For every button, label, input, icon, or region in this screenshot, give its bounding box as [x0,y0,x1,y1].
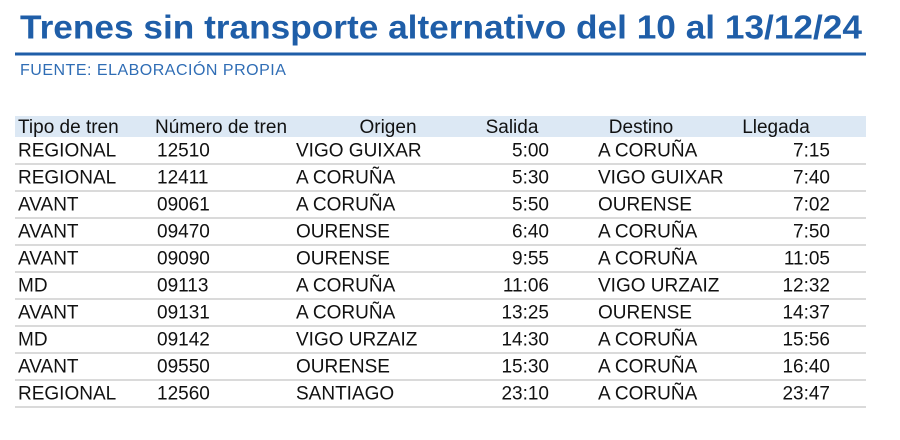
table-cell: 09090 [157,249,210,270]
table-cell: 14:30 [501,330,549,351]
table-cell: AVANT [18,249,79,270]
table-cell: 14:37 [782,303,830,324]
table-cell: OURENSE [296,357,390,378]
table-cell: AVANT [18,303,79,324]
table-cell: REGIONAL [18,168,116,189]
column-header: Llegada [742,117,810,138]
table-cell: 23:47 [782,384,830,405]
table-cell: 09131 [157,303,210,324]
table-cell: A CORUÑA [598,248,698,270]
table-cell: MD [18,330,48,351]
table-cell: 7:50 [793,222,830,243]
table-cell: 12510 [157,141,210,162]
table-cell: A CORUÑA [296,194,396,216]
table-cell: 12:32 [782,276,830,297]
table-cell: A CORUÑA [296,302,396,324]
header-band [15,116,866,137]
table-cell: AVANT [18,195,79,216]
table-cell: VIGO GUIXAR [598,168,724,189]
table-cell: AVANT [18,357,79,378]
table-cell: 23:10 [501,384,549,405]
table-cell: 12411 [157,168,208,189]
table-cell: A CORUÑA [598,356,698,378]
table-cell: A CORUÑA [598,329,698,351]
table-cell: 5:00 [512,141,549,162]
table-cell: 5:30 [512,168,549,189]
table-cell: 5:50 [512,195,549,216]
column-header: Origen [359,117,416,138]
table-cell: OURENSE [296,222,390,243]
table-cell: A CORUÑA [598,221,698,243]
table-cell: 7:15 [793,141,830,162]
table-cell: 13:25 [501,303,549,324]
table-cell: A CORUÑA [296,167,396,189]
table-cell: 09142 [157,330,210,351]
table-cell: 7:40 [793,168,830,189]
table-cell: REGIONAL [18,141,116,162]
title: Trenes sin transporte alternativo del 10… [20,9,863,46]
column-header: Número de tren [155,117,287,138]
table-cell: MD [18,276,48,297]
table-cell: REGIONAL [18,384,116,405]
table-cell: VIGO URZAIZ [598,276,720,297]
column-header: Destino [609,117,673,138]
table-cell: 11:05 [784,249,830,270]
table-cell: A CORUÑA [296,275,396,297]
table-cell: SANTIAGO [296,384,394,405]
table-cell: OURENSE [598,303,692,324]
table-cell: 9:55 [512,249,549,270]
table-cell: 09470 [157,222,210,243]
table-cell: 11:06 [503,276,549,297]
table-cell: A CORUÑA [598,140,698,162]
table-cell: 09550 [157,357,210,378]
table-cell: 15:56 [782,330,830,351]
table-cell: A CORUÑA [598,383,698,405]
table-cell: OURENSE [296,249,390,270]
table-cell: 09061 [157,195,210,216]
column-header: Tipo de tren [18,117,119,138]
table-cell: 12560 [157,384,210,405]
table-cell: 09113 [157,276,208,297]
table-cell: OURENSE [598,195,692,216]
source: FUENTE: ELABORACIÓN PROPIA [20,60,286,79]
table-cell: 15:30 [501,357,549,378]
table-cell: VIGO GUIXAR [296,141,422,162]
table-cell: 7:02 [793,195,830,216]
table-cell: AVANT [18,222,79,243]
table-cell: 16:40 [782,357,830,378]
table-cell: 6:40 [512,222,549,243]
table-cell: VIGO URZAIZ [296,330,418,351]
column-header: Salida [486,117,539,138]
